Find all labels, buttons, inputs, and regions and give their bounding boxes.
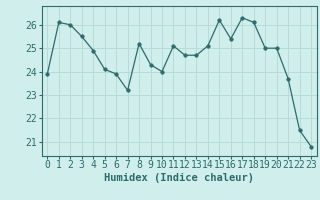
X-axis label: Humidex (Indice chaleur): Humidex (Indice chaleur) xyxy=(104,173,254,183)
